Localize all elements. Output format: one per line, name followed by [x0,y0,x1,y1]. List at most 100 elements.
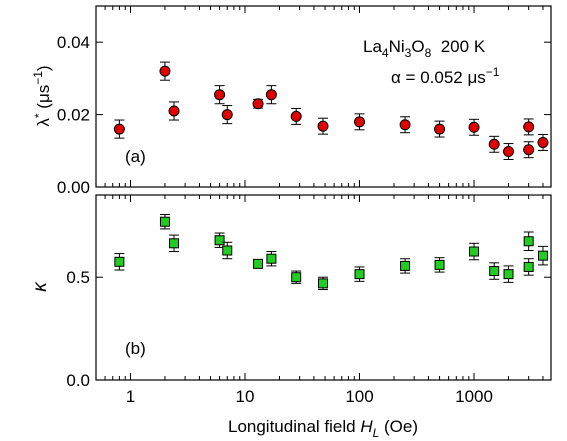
data-point [354,113,366,131]
marker [113,123,125,135]
panel-b-frame [95,194,552,381]
panel-b-y-ticks [96,276,551,381]
data-point [468,118,480,136]
x-tick-label: 1 [126,387,135,406]
panel-a-x-ticks [95,6,544,187]
data-point [318,276,329,291]
panel-a-points [113,61,549,160]
marker [214,89,226,101]
data-point [537,245,548,266]
marker [159,216,170,227]
marker [159,65,171,77]
data-point [221,105,233,125]
data-point [399,116,411,134]
panel-b-x-tick-labels: 1 10 100 1000 [126,387,493,406]
marker [265,89,277,101]
panel-b-x-ticks [95,195,544,380]
panel-b: 0.0 0.5 1 10 100 1000 (b) κ [30,194,552,406]
data-point [434,120,446,138]
x-axis-label: Longitudinal field HL (Oe) [228,417,418,440]
data-point [253,258,264,269]
marker [169,238,180,249]
data-point [489,262,500,280]
marker [291,272,302,283]
marker [222,245,233,256]
panel-a-y-axis-label: λ* (μs−1) [31,65,53,126]
x-tick-label: 10 [236,387,255,406]
marker [523,121,535,133]
y-tick-label: 0.5 [66,268,90,287]
data-point [488,135,500,153]
annotation-alpha: α = 0.052 μs−1 [391,65,500,87]
marker [469,246,480,257]
marker [266,253,277,264]
marker [253,258,264,269]
data-point [159,61,171,81]
data-point [523,141,535,159]
data-point [168,101,180,121]
data-point [169,234,180,253]
data-point [400,258,411,274]
panel-b-y-axis-label: κ [30,281,51,292]
annotation-compound: La4Ni3O8 200 K [363,37,486,60]
data-point [354,266,365,282]
data-point [317,117,329,135]
marker [214,235,225,246]
data-point [291,270,302,284]
data-point [159,214,170,230]
panel-b-label: (b) [125,339,146,358]
x-tick-label: 1000 [455,387,493,406]
marker [523,236,534,247]
panel-a-frame [95,5,552,188]
panel-a-y-tick-labels: 0.00 0.02 0.04 [57,33,90,197]
data-point [252,98,264,110]
marker [503,146,515,158]
marker [523,261,534,272]
marker [317,120,329,132]
marker [503,269,514,280]
x-tick-label: 100 [345,387,373,406]
marker [489,266,500,277]
data-point [434,257,445,273]
data-point [222,241,233,260]
y-tick-label: 0.04 [57,33,90,52]
marker [434,259,445,270]
data-point [265,85,277,105]
marker [318,278,329,289]
marker [537,250,548,261]
marker [114,256,125,267]
marker [290,110,302,122]
data-point [266,251,277,267]
data-point [537,134,549,151]
data-point [113,119,125,139]
marker [523,144,535,156]
data-point [214,85,226,105]
data-point [503,143,515,160]
marker [252,98,264,110]
data-point [114,253,125,271]
panel-b-points [114,214,548,291]
data-point [214,232,225,248]
data-point [523,231,534,251]
marker [400,260,411,271]
data-point [523,118,535,136]
y-tick-label: 0.02 [57,106,90,125]
data-point [469,242,480,261]
marker [434,123,446,135]
marker [488,138,500,150]
panel-a-label: (a) [125,147,146,166]
marker [354,269,365,280]
panel-b-y-tick-labels: 0.0 0.5 [66,268,90,390]
marker [399,119,411,131]
y-tick-label: 0.00 [57,178,90,197]
data-point [290,107,302,125]
marker [537,136,549,148]
data-point [523,258,534,276]
marker [468,121,480,133]
y-tick-label: 0.0 [66,371,90,390]
panel-a-y-ticks [96,41,551,188]
marker [168,105,180,117]
data-point [503,265,514,283]
panel-a: 0.00 0.02 0.04 (a) La4Ni3O8 200 K α = 0.05… [31,5,552,197]
